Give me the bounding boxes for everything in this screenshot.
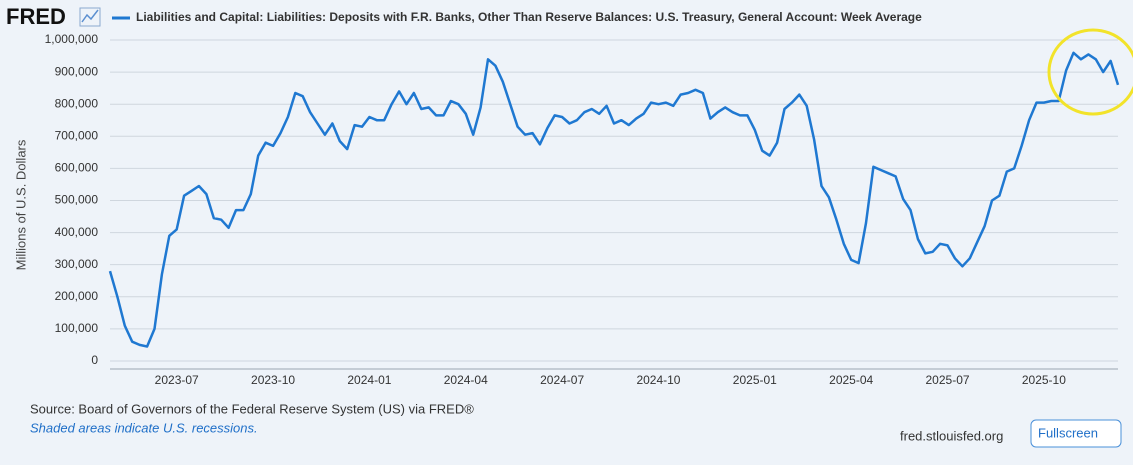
y-tick-label: 300,000 [55, 257, 99, 271]
logo-icon [79, 7, 101, 27]
y-tick-label: 0 [91, 353, 98, 367]
x-tick-label: 2023-10 [251, 373, 295, 387]
y-tick-label: 800,000 [55, 96, 99, 110]
y-tick-label: 1,000,000 [45, 32, 99, 46]
x-tick-label: 2025-07 [926, 373, 970, 387]
source: Source: Board of Governors of the Federa… [30, 401, 474, 416]
x-tick-label: 2024-10 [636, 373, 680, 387]
y-tick-label: 400,000 [55, 225, 99, 239]
note: Shaded areas indicate U.S. recessions. [30, 420, 258, 435]
x-tick-label: 2024-07 [540, 373, 584, 387]
y-tick-label: 900,000 [55, 64, 99, 78]
fullscreen-button[interactable] [1030, 419, 1122, 448]
y-tick-label: 600,000 [55, 161, 99, 175]
y-tick-label: 200,000 [55, 289, 99, 303]
x-tick-label: 2023-07 [155, 373, 199, 387]
y-tick-label: 700,000 [55, 128, 99, 142]
plot: 0 100,000 200,000 300,000 400,000 500,000 600,… [45, 10, 1120, 387]
series-line [108, 51, 1120, 348]
y-tick-label: 100,000 [55, 321, 99, 335]
x-tick-label: 2025-01 [733, 373, 777, 387]
x-tick-label: 2025-10 [1022, 373, 1066, 387]
logo: FRED [6, 4, 66, 29]
site: fred.stlouisfed.org [900, 428, 1003, 443]
x-tick-label: 2024-01 [347, 373, 391, 387]
legend-label: Liabilities and Capital: Liabilities: De… [136, 10, 922, 24]
y-axis-label: Millions of U.S. Dollars [13, 139, 28, 270]
x-tick-label: 2025-04 [829, 373, 873, 387]
logo-icon-line [81, 9, 99, 23]
x-tick-label: 2024-04 [444, 373, 488, 387]
y-tick-label: 500,000 [55, 193, 99, 207]
highlight-circle [1047, 28, 1133, 116]
fullscreen-label[interactable]: Fullscreen [1038, 425, 1098, 440]
